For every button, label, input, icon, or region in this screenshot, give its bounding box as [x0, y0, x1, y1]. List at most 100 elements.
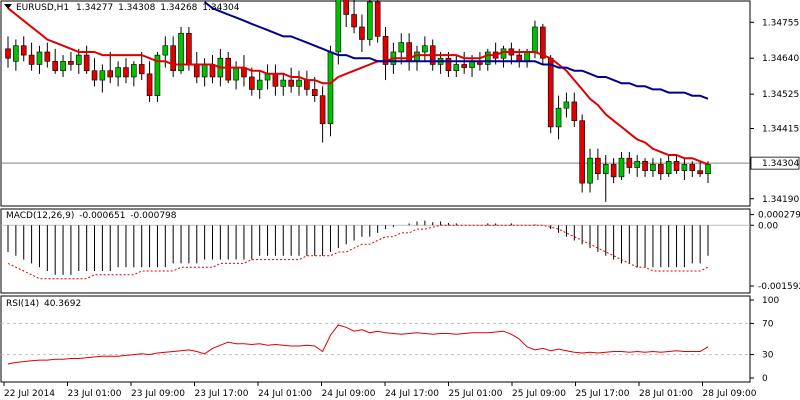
candle-body	[288, 79, 294, 87]
rsi-panel-frame	[0, 295, 751, 383]
candle-body	[453, 64, 460, 72]
candle-body	[60, 61, 66, 72]
ohlc-low: 1.34268	[160, 3, 198, 13]
macd-label: MACD(12,26,9)	[6, 211, 75, 221]
candle-body	[398, 42, 405, 53]
candle-body	[445, 57, 452, 72]
macd-tick-label: 0.00	[758, 221, 778, 231]
candle-body	[366, 1, 373, 40]
candle-body	[296, 79, 302, 87]
candle-body	[705, 164, 711, 175]
price-tick-label: 1.34640	[762, 54, 799, 64]
candle-body	[68, 61, 74, 65]
candle-body	[91, 70, 98, 81]
current-price-box	[750, 156, 800, 170]
macd-tick-label: 0.000279	[758, 211, 800, 221]
candle-body	[555, 107, 562, 128]
candle-body	[587, 157, 593, 184]
symbol-label: EURUSD,H1	[16, 3, 70, 13]
candle-body	[532, 26, 538, 53]
time-tick-label: 28 Jul 09:00	[703, 389, 757, 399]
time-tick-label: 28 Jul 01:00	[639, 389, 693, 399]
candle-body	[351, 14, 357, 28]
candle-body	[327, 51, 334, 125]
time-tick-label: 25 Jul 09:00	[512, 389, 566, 399]
candle-body	[162, 45, 169, 56]
price-tick-label: 1.34525	[762, 90, 799, 100]
rsi-tick-label: 70	[762, 319, 774, 329]
macd-value-main: -0.000651	[79, 211, 126, 221]
candle-body	[571, 101, 578, 121]
time-tick-label: 23 Jul 01:00	[68, 389, 122, 399]
candle-body	[304, 79, 310, 90]
candle-body	[233, 67, 239, 81]
dropdown-arrow-icon[interactable]	[4, 4, 12, 9]
ma-fast-line	[7, 7, 709, 166]
candle-body	[75, 54, 82, 65]
candle-body	[99, 70, 106, 81]
ma-slow-line	[203, 1, 709, 100]
candle-body	[5, 48, 11, 59]
rsi-line	[7, 324, 709, 365]
candle-body	[193, 64, 200, 78]
candle-body	[422, 45, 428, 53]
candle-body	[563, 101, 570, 109]
candle-body	[634, 160, 641, 168]
rsi-tick-label: 30	[762, 351, 774, 361]
candle-body	[382, 36, 389, 65]
current-price-label: 1.34304	[762, 159, 799, 169]
candle-body	[689, 164, 696, 171]
candle-body	[178, 32, 184, 72]
candle-body	[311, 89, 318, 96]
time-tick-label: 24 Jul 01:00	[258, 389, 312, 399]
macd-signal-line	[7, 224, 709, 280]
time-tick-label: 22 Jul 2014	[4, 389, 55, 399]
candle-body	[44, 51, 51, 62]
price-tick-label: 1.34415	[762, 124, 799, 134]
time-tick-label: 23 Jul 17:00	[195, 389, 249, 399]
candle-body	[610, 164, 617, 178]
macd-value-signal: -0.000798	[130, 211, 177, 221]
candle-body	[115, 67, 121, 78]
time-tick-label: 25 Jul 17:00	[576, 389, 630, 399]
candle-body	[665, 160, 672, 175]
rsi-label: RSI(14)	[6, 299, 40, 309]
ohlc-high: 1.34308	[118, 3, 156, 13]
ohlc-open: 1.34277	[76, 3, 114, 13]
rsi-value: 40.3692	[43, 299, 82, 309]
price-tick-label: 1.34755	[762, 18, 799, 28]
rsi-layer	[1, 322, 750, 365]
rsi-tick-label: 100	[762, 296, 779, 306]
price-header: EURUSD,H1 1.34277 1.34308 1.34268 1.3430…	[4, 3, 240, 13]
candle-body	[579, 120, 585, 184]
candle-body	[650, 164, 656, 171]
candle-body	[170, 45, 176, 72]
candle-body	[681, 164, 688, 171]
price-tick-label: 1.34190	[762, 195, 799, 205]
candle-body	[595, 157, 601, 175]
macd-tick-label: -0.001592	[758, 282, 800, 292]
time-tick-label: 24 Jul 09:00	[322, 389, 376, 399]
rsi-tick-label: 0	[762, 374, 768, 384]
candle-body	[484, 51, 491, 65]
candle-body	[319, 95, 326, 125]
candle-body	[146, 73, 153, 96]
candle-body	[272, 73, 279, 87]
candle-body	[359, 26, 365, 40]
candle-body	[138, 64, 145, 75]
candle-body	[13, 45, 19, 62]
candle-body	[201, 64, 208, 78]
rsi-header: RSI(14) 40.3692	[6, 299, 81, 309]
candle-body	[20, 45, 27, 56]
candle-body	[642, 160, 648, 171]
candle-body	[335, 0, 342, 53]
candle-body	[131, 64, 137, 78]
time-tick-label: 24 Jul 17:00	[385, 389, 439, 399]
candle-body	[626, 157, 633, 168]
candle-body	[225, 57, 232, 81]
candle-body	[28, 54, 35, 65]
candle-body	[36, 51, 43, 65]
candle-body	[343, 0, 350, 15]
macd-layer	[1, 220, 750, 280]
